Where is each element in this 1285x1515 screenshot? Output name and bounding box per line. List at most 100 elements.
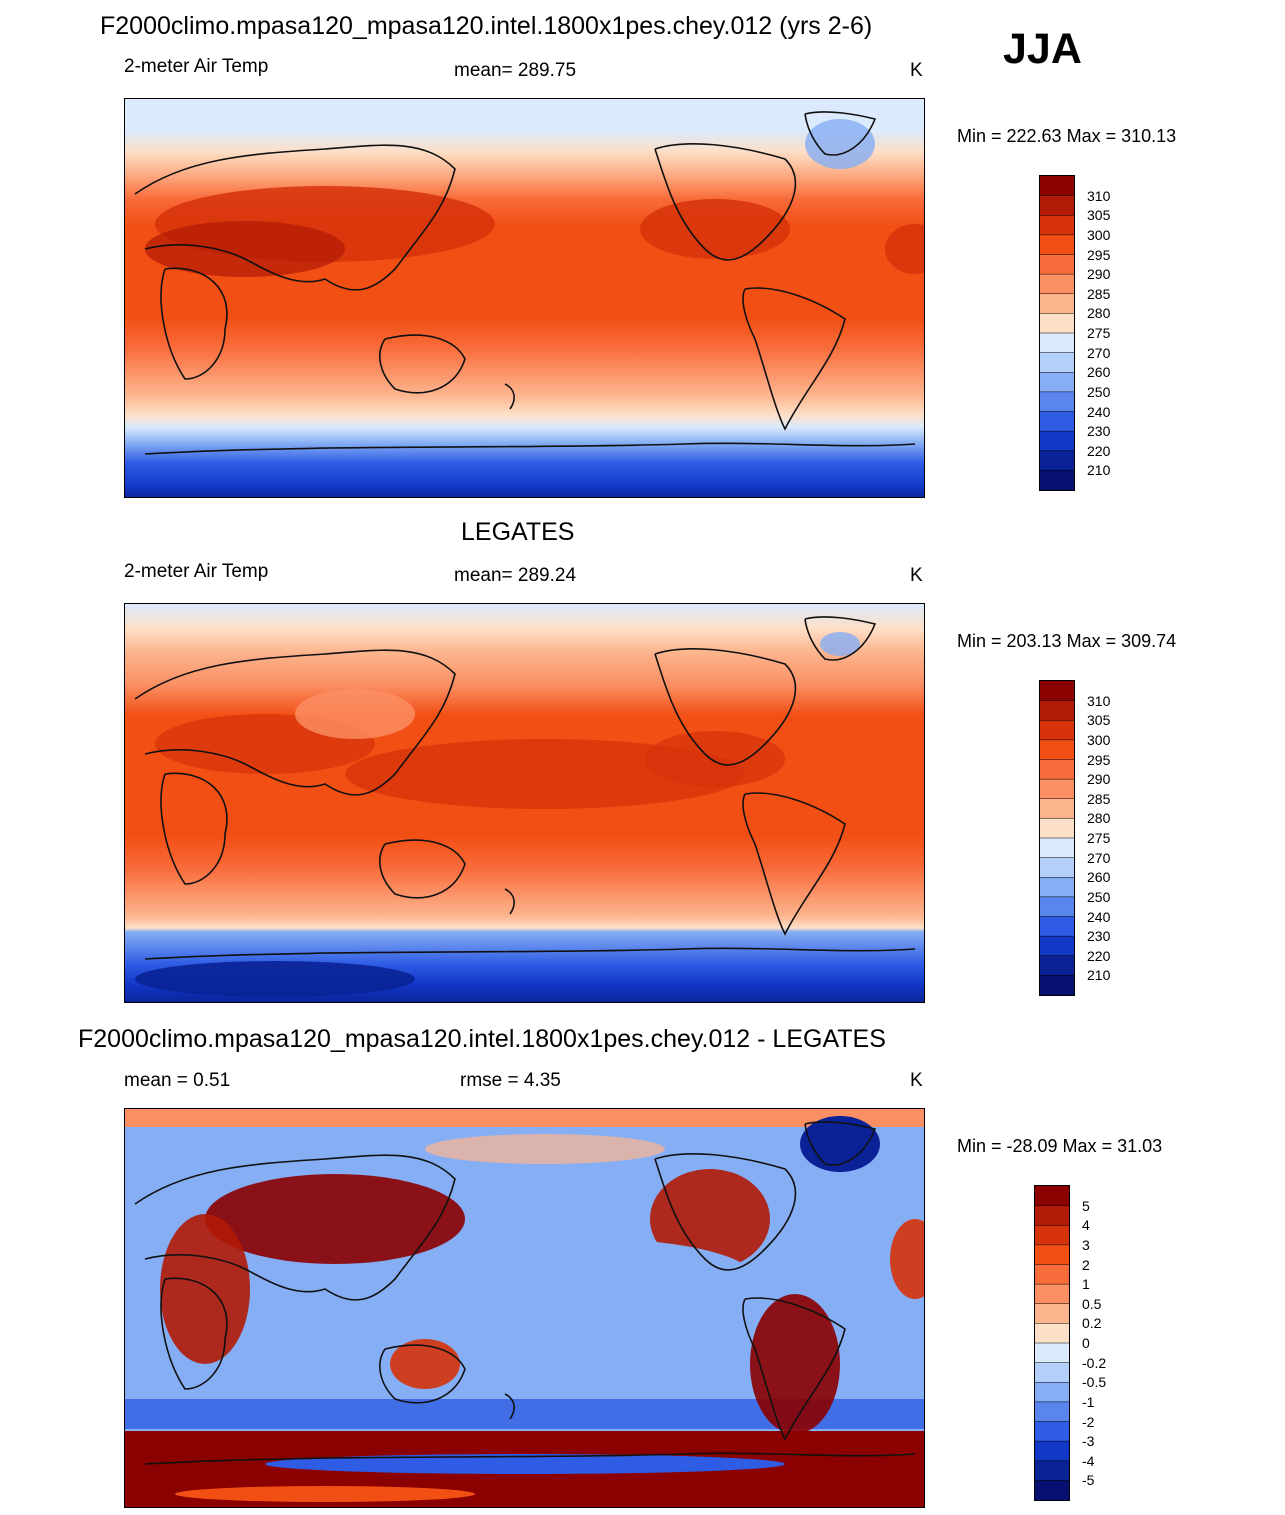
panel1-colorbar-swatch-0 bbox=[1040, 176, 1074, 196]
panel1-mean-label: mean= 289.75 bbox=[454, 60, 577, 81]
panel2-map-svg bbox=[125, 604, 924, 1002]
panel1-colorbar-label: 270 bbox=[1087, 344, 1111, 361]
panel2-colorbar-swatch-2 bbox=[1040, 720, 1074, 741]
panel2-colorbar-label: 270 bbox=[1087, 849, 1111, 866]
panel1-variable-label: 2-meter Air Temp bbox=[124, 56, 269, 77]
panel2-colorbar-label: 310 bbox=[1087, 692, 1111, 709]
panel1-colorbar-swatch-5 bbox=[1040, 274, 1074, 295]
panel3-colorbar-label: 0.2 bbox=[1082, 1315, 1102, 1332]
panel2-title: LEGATES bbox=[461, 518, 575, 546]
figure-title: F2000climo.mpasa120_mpasa120.intel.1800x… bbox=[100, 12, 873, 40]
panel2-colorbar-label: 285 bbox=[1087, 790, 1111, 807]
panel2-colorbar-swatch-4 bbox=[1040, 759, 1074, 780]
panel3-colorbar-swatch-5 bbox=[1035, 1284, 1069, 1305]
panel3-colorbar-swatch-10 bbox=[1035, 1382, 1069, 1403]
panel1-colorbar-swatch-14 bbox=[1040, 450, 1074, 471]
panel3-colorbar-label: -5 bbox=[1082, 1472, 1095, 1489]
panel1-colorbar-label: 210 bbox=[1087, 462, 1111, 479]
panel3-map-svg bbox=[125, 1109, 924, 1507]
panel3-colorbar-label: 2 bbox=[1082, 1256, 1090, 1273]
panel2-colorbar-box bbox=[1039, 680, 1075, 996]
panel1-colorbar-swatch-9 bbox=[1040, 352, 1074, 373]
panel2-colorbar-swatch-5 bbox=[1040, 779, 1074, 800]
panel2-colorbar-swatch-6 bbox=[1040, 798, 1074, 819]
panel1-colorbar-label: 305 bbox=[1087, 207, 1111, 224]
panel2-colorbar-swatch-14 bbox=[1040, 955, 1074, 976]
panel3-difference-map bbox=[124, 1108, 925, 1508]
panel2-colorbar-swatch-9 bbox=[1040, 857, 1074, 878]
panel3-colorbar-swatch-4 bbox=[1035, 1264, 1069, 1285]
panel3-units-label: K bbox=[910, 1070, 923, 1091]
panel3-colorbar-swatches bbox=[1035, 1186, 1069, 1501]
panel3-colorbar-label: -0.2 bbox=[1082, 1354, 1107, 1371]
panel2-variable-label: 2-meter Air Temp bbox=[124, 561, 269, 582]
panel1-colorbar-swatch-8 bbox=[1040, 333, 1074, 353]
panel3-colorbar-label: -3 bbox=[1082, 1433, 1095, 1450]
panel1-colorbar-label: 310 bbox=[1087, 187, 1111, 204]
panel2-obs-map bbox=[124, 603, 925, 1003]
panel2-colorbar-label: 280 bbox=[1087, 810, 1111, 827]
panel2-colorbar-label: 290 bbox=[1087, 771, 1111, 788]
panel2-colorbar-swatch-0 bbox=[1040, 681, 1074, 701]
panel3-colorbar-label: -2 bbox=[1082, 1413, 1095, 1430]
panel2-units-label: K bbox=[910, 565, 923, 586]
panel1-colorbar-swatch-3 bbox=[1040, 234, 1074, 255]
panel1-colorbar-swatch-12 bbox=[1040, 411, 1074, 432]
panel1-units-label: K bbox=[910, 60, 923, 81]
panel2-colorbar-label: 305 bbox=[1087, 712, 1111, 729]
panel2-colorbar-swatch-12 bbox=[1040, 916, 1074, 937]
panel2-colorbar-label: 220 bbox=[1087, 947, 1111, 964]
panel3-colorbar-swatch-7 bbox=[1035, 1323, 1069, 1344]
panel1-colorbar-label: 280 bbox=[1087, 305, 1111, 322]
panel1-colorbar-label: 220 bbox=[1087, 442, 1111, 459]
panel1-colorbar-swatch-6 bbox=[1040, 293, 1074, 314]
panel2-mean-label: mean= 289.24 bbox=[454, 565, 577, 586]
panel2-colorbar-label: 230 bbox=[1087, 928, 1111, 945]
panel1-map-svg bbox=[125, 99, 924, 497]
panel3-colorbar-label: -0.5 bbox=[1082, 1374, 1107, 1391]
panel3-colorbar-swatch-2 bbox=[1035, 1225, 1069, 1246]
panel3-rmse-label: rmse = 4.35 bbox=[460, 1070, 561, 1091]
panel2-colorbar-swatch-1 bbox=[1040, 700, 1074, 721]
panel1-colorbar-label: 300 bbox=[1087, 226, 1111, 243]
panel3-colorbar-label: 5 bbox=[1082, 1197, 1090, 1214]
panel3-minmax-label: Min = -28.09 Max = 31.03 bbox=[957, 1136, 1163, 1156]
panel2-colorbar-swatches bbox=[1040, 681, 1074, 996]
panel1-minmax-label: Min = 222.63 Max = 310.13 bbox=[957, 126, 1177, 146]
panel1-colorbar-label: 230 bbox=[1087, 423, 1111, 440]
panel1-colorbar-label: 290 bbox=[1087, 266, 1111, 283]
panel2-colorbar-swatch-7 bbox=[1040, 818, 1074, 839]
panel3-colorbar-swatch-9 bbox=[1035, 1362, 1069, 1383]
panel1-colorbar-label: 260 bbox=[1087, 364, 1111, 381]
panel3-colorbar-swatch-6 bbox=[1035, 1303, 1069, 1324]
panel2-colorbar-label: 275 bbox=[1087, 830, 1111, 846]
panel2-colorbar-swatch-10 bbox=[1040, 877, 1074, 898]
panel1-colorbar-swatch-2 bbox=[1040, 215, 1074, 236]
panel2-colorbar-swatch-15 bbox=[1040, 975, 1074, 996]
panel1-colorbar-label: 240 bbox=[1087, 403, 1111, 420]
panel1-colorbar-swatch-11 bbox=[1040, 391, 1074, 412]
panel1-colorbar-swatch-15 bbox=[1040, 470, 1074, 491]
panel1-colorbar-swatch-7 bbox=[1040, 313, 1074, 334]
panel3-colorbar-label: 1 bbox=[1082, 1276, 1090, 1293]
panel2-colorbar-swatch-11 bbox=[1040, 896, 1074, 917]
panel3-colorbar-swatch-8 bbox=[1035, 1343, 1069, 1363]
panel3-colorbar-label: -1 bbox=[1082, 1393, 1095, 1410]
panel3-title: F2000climo.mpasa120_mpasa120.intel.1800x… bbox=[78, 1025, 886, 1053]
panel3-colorbar-box bbox=[1034, 1185, 1070, 1501]
panel3-colorbar-swatch-3 bbox=[1035, 1244, 1069, 1265]
panel2-colorbar-label: 210 bbox=[1087, 967, 1111, 984]
panel2-colorbar-label: 295 bbox=[1087, 751, 1111, 768]
panel3-colorbar-swatch-15 bbox=[1035, 1480, 1069, 1501]
panel3-colorbar-label: 0.5 bbox=[1082, 1295, 1102, 1312]
panel1-colorbar-swatch-4 bbox=[1040, 254, 1074, 275]
panel1-colorbar-label: 285 bbox=[1087, 285, 1111, 302]
panel2-colorbar-label: 250 bbox=[1087, 888, 1111, 905]
panel2-colorbar-swatch-3 bbox=[1040, 739, 1074, 760]
panel1-colorbar-swatches bbox=[1040, 176, 1074, 491]
panel3-colorbar-label: 4 bbox=[1082, 1217, 1090, 1234]
panel1-colorbar-box bbox=[1039, 175, 1075, 491]
panel3-mean-label: mean = 0.51 bbox=[124, 1070, 231, 1091]
panel3-colorbar-label: -4 bbox=[1082, 1452, 1095, 1469]
panel1-colorbar-label: 295 bbox=[1087, 246, 1111, 263]
